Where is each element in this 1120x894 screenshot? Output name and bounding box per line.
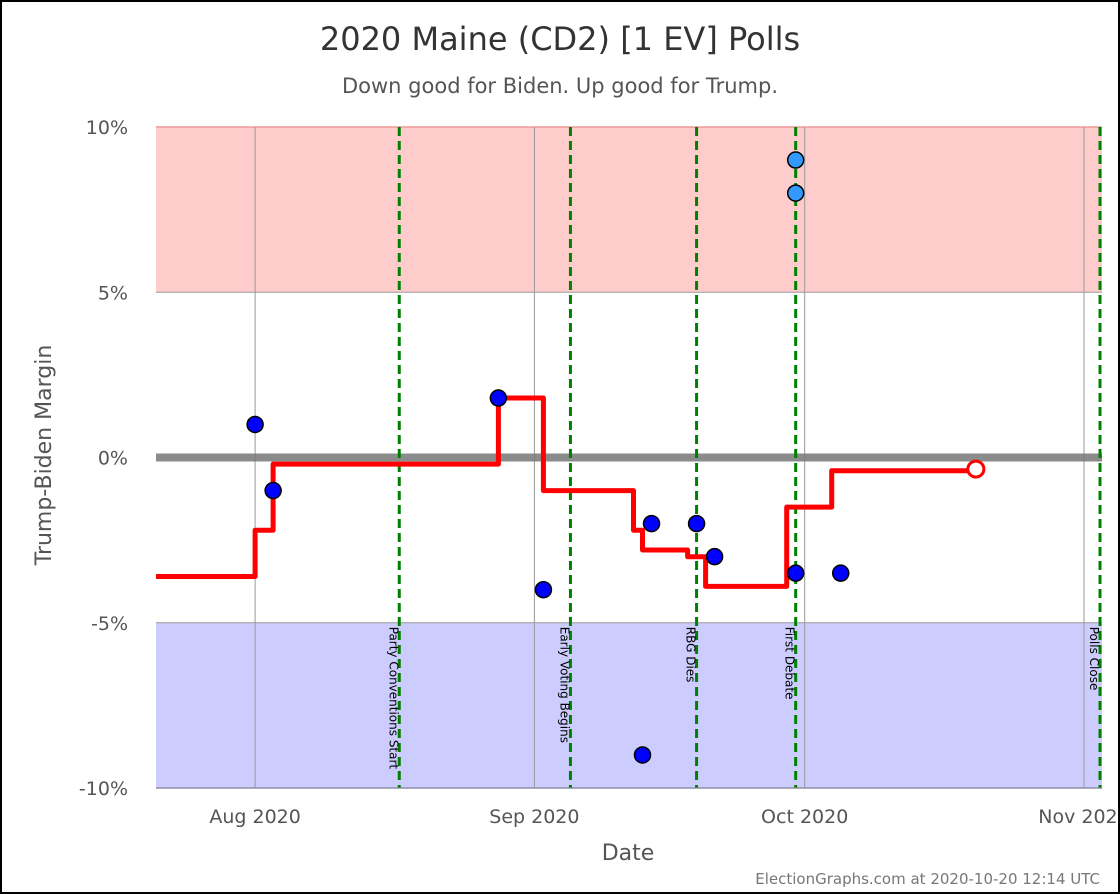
poll-point <box>246 415 264 434</box>
x-tick-label: Oct 2020 <box>761 806 848 828</box>
event-label: Early Voting Begins <box>557 627 571 743</box>
event-label: Polls Close <box>1087 627 1101 691</box>
x-tick-label: Nov 2020 <box>1038 806 1118 828</box>
chart-title: 2020 Maine (CD2) [1 EV] Polls <box>320 20 800 58</box>
poll-point <box>687 514 706 533</box>
x-axis-title: Date <box>602 841 655 866</box>
event-label: RBG Dies <box>684 627 698 683</box>
poll-point <box>489 389 508 407</box>
event-label: First Debate <box>783 627 797 700</box>
poll-point <box>786 151 805 169</box>
shaded-band-1 <box>156 622 1102 788</box>
y-tick-label: -10% <box>79 778 128 800</box>
poll-point <box>642 514 661 533</box>
plot-area: Aug 2020 Sep 2020 Oct 2020 Nov 2020 10% 5% 0% -… <box>79 117 1118 828</box>
poll-point <box>633 746 652 764</box>
average-endpoint <box>966 459 986 479</box>
x-tick-label: Aug 2020 <box>209 806 301 828</box>
event-label: Party Conventions Start <box>386 627 400 770</box>
credit-text: ElectionGraphs.com at 2020-10-20 12:14 U… <box>755 870 1100 888</box>
poll-point <box>786 184 805 202</box>
poll-point <box>534 580 553 599</box>
poll-point <box>705 547 724 566</box>
shaded-band-0 <box>156 127 1102 293</box>
y-tick-label: 10% <box>86 117 128 139</box>
y-tick-label: 5% <box>98 282 128 304</box>
y-tick-label: 0% <box>98 448 128 470</box>
y-axis-title: Trump-Biden Margin <box>32 345 57 567</box>
poll-point <box>786 564 805 582</box>
poll-point <box>831 564 850 582</box>
chart-subtitle: Down good for Biden. Up good for Trump. <box>342 74 778 98</box>
y-tick-label: -5% <box>91 613 128 635</box>
x-tick-label: Sep 2020 <box>489 806 579 828</box>
poll-point <box>264 481 282 500</box>
